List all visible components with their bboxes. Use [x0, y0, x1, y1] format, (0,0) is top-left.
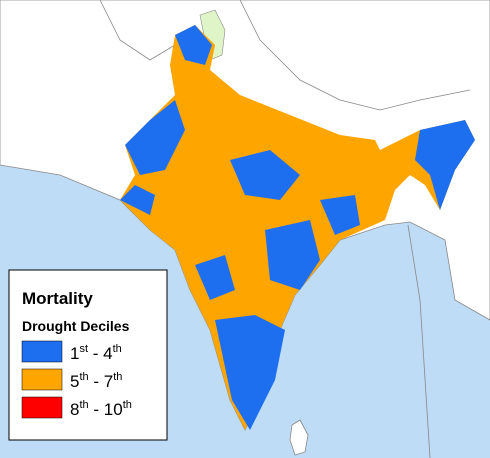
patch — [415, 120, 475, 210]
superscript: th — [113, 343, 122, 355]
superscript: th — [79, 371, 88, 383]
border — [239, 0, 471, 111]
legend-title: Mortality — [22, 289, 93, 308]
label-text: - 10 — [89, 400, 123, 419]
patch — [175, 25, 212, 65]
label-text: - 4 — [88, 344, 113, 363]
patch — [125, 100, 185, 175]
patch — [215, 315, 285, 430]
superscript: th — [79, 399, 88, 411]
blue-patches — [120, 25, 475, 430]
legend-label: 5th - 7th — [70, 371, 122, 391]
legend-label: 1st - 4th — [70, 343, 122, 363]
legend-swatch — [21, 396, 63, 419]
border — [407, 224, 431, 458]
border — [99, 0, 176, 61]
legend-swatch — [21, 368, 63, 391]
label-text: 8 — [70, 400, 79, 419]
patch — [230, 150, 300, 200]
legend-swatch — [21, 340, 63, 363]
label-text: 5 — [70, 372, 79, 391]
patch — [320, 195, 360, 235]
superscript: th — [123, 399, 132, 411]
patch — [120, 185, 155, 215]
label-text: 1 — [70, 344, 79, 363]
superscript: th — [113, 371, 122, 383]
legend-label: 8th - 10th — [70, 399, 132, 419]
patch — [195, 255, 235, 300]
sri-lanka — [289, 419, 309, 456]
patch — [265, 220, 320, 290]
legend-subtitle: Drought Deciles — [22, 318, 130, 334]
superscript: st — [79, 343, 88, 355]
label-text: - 7 — [89, 372, 114, 391]
